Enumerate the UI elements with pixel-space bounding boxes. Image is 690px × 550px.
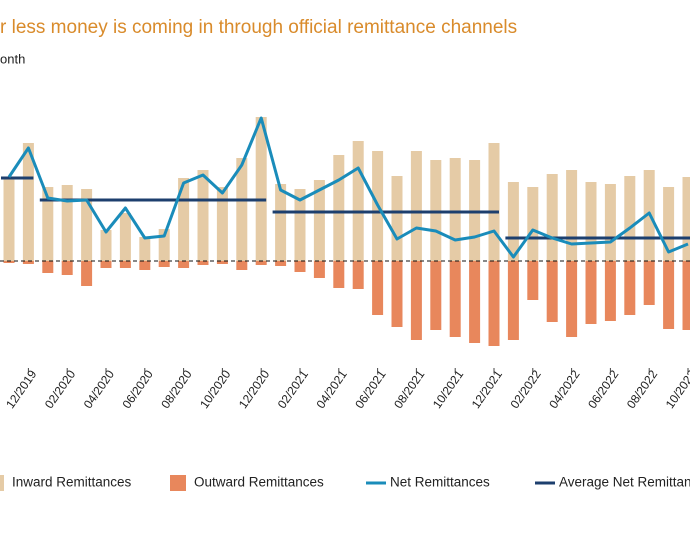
x-tick-label: 04/2020 <box>81 367 118 411</box>
x-tick-label: 10/2021 <box>430 367 467 411</box>
bar <box>139 261 151 270</box>
bar <box>663 187 675 261</box>
x-tick-label: 02/2022 <box>507 367 544 411</box>
legend-label: Net Remittances <box>390 475 490 490</box>
x-tick-label: 06/2020 <box>119 367 156 411</box>
bar <box>294 261 306 272</box>
bar <box>22 261 34 264</box>
bar <box>488 261 500 346</box>
bar <box>275 261 287 266</box>
x-tick-label: 06/2021 <box>352 367 389 411</box>
bar <box>566 170 578 261</box>
net-line <box>7 116 689 259</box>
bar <box>449 158 461 261</box>
bar <box>430 261 442 330</box>
x-tick-label: 02/2021 <box>275 367 312 411</box>
bar <box>119 213 131 261</box>
bar <box>3 261 15 263</box>
bar <box>216 261 228 264</box>
bar <box>158 261 170 267</box>
legend-swatch <box>0 475 4 491</box>
bar <box>255 261 267 265</box>
bar <box>313 180 325 261</box>
chart-subtitle: onth <box>0 51 25 66</box>
bar <box>391 176 403 261</box>
bar <box>178 178 190 261</box>
x-tick-label: 12/2019 <box>3 367 40 411</box>
bar <box>61 261 73 275</box>
bar <box>333 261 345 288</box>
bar <box>585 182 597 261</box>
bar <box>42 187 54 261</box>
bar <box>682 261 690 330</box>
bar <box>81 261 93 286</box>
bar <box>507 261 519 340</box>
x-tick-label: 10/2020 <box>197 367 234 411</box>
bar <box>604 184 616 261</box>
bar <box>410 261 422 340</box>
x-tick-label: 08/2021 <box>391 367 428 411</box>
bar <box>352 141 364 261</box>
bar <box>488 143 500 261</box>
x-tick-label: 12/2021 <box>469 367 506 411</box>
bar <box>643 261 655 305</box>
bar <box>275 184 287 261</box>
legend-swatch <box>170 475 186 491</box>
bar <box>100 261 112 268</box>
bar <box>527 261 539 300</box>
bar <box>352 261 364 289</box>
x-tick-label: 04/2022 <box>546 367 583 411</box>
bar <box>546 261 558 322</box>
bar <box>100 230 112 261</box>
bar <box>507 182 519 261</box>
x-tick-label: 12/2020 <box>236 367 273 411</box>
bar <box>585 261 597 324</box>
bar <box>197 170 209 261</box>
x-tick-label: 08/2022 <box>624 367 661 411</box>
bar <box>527 187 539 261</box>
bar <box>333 155 345 261</box>
bar <box>3 178 15 261</box>
chart-title: r less money is coming in through offici… <box>0 17 517 38</box>
bar <box>566 261 578 337</box>
x-tick-label: 08/2020 <box>158 367 195 411</box>
bar <box>119 261 131 268</box>
bar <box>294 189 306 261</box>
bar <box>546 174 558 261</box>
bar <box>682 177 690 261</box>
bar <box>236 261 248 270</box>
bar <box>178 261 190 268</box>
x-tick-label: 02/2020 <box>42 367 79 411</box>
bar <box>61 185 73 261</box>
legend-label: Average Net Remittances <box>559 475 690 490</box>
bar <box>663 261 675 329</box>
bar <box>197 261 209 265</box>
bar <box>255 117 267 261</box>
bar <box>216 187 228 261</box>
bar <box>604 261 616 321</box>
bar <box>391 261 403 327</box>
bar <box>372 261 384 315</box>
bar <box>624 176 636 261</box>
bar <box>81 189 93 261</box>
bar <box>449 261 461 337</box>
bar <box>313 261 325 278</box>
bar <box>469 261 481 343</box>
bar <box>158 229 170 261</box>
bar <box>624 261 636 315</box>
bar <box>236 158 248 261</box>
legend-label: Inward Remittances <box>12 475 132 490</box>
bar <box>22 143 34 261</box>
legend-label: Outward Remittances <box>194 475 324 490</box>
x-tick-label: 10/2022 <box>663 367 690 411</box>
x-tick-label: 06/2022 <box>585 367 622 411</box>
bar <box>410 151 422 261</box>
bar <box>42 261 54 273</box>
bar <box>139 237 151 261</box>
x-tick-label: 04/2021 <box>313 367 350 411</box>
